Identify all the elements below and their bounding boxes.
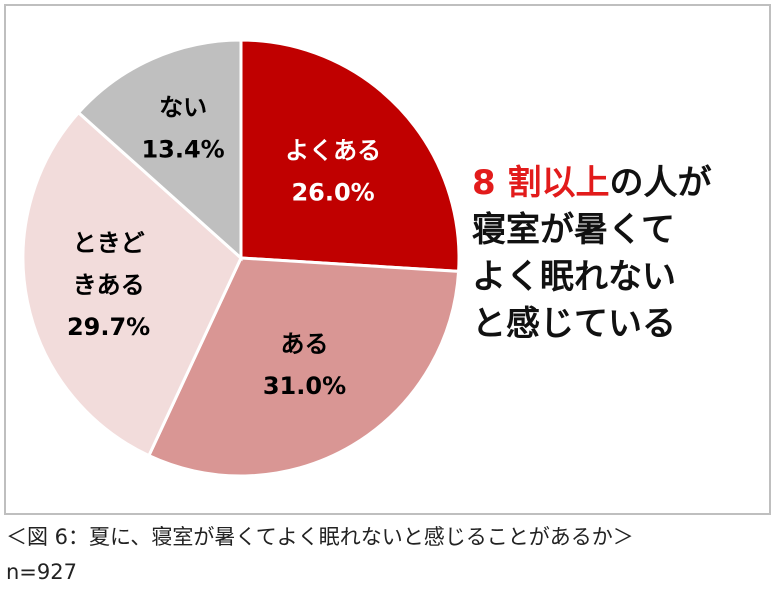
slice-category-label: ある <box>281 330 329 358</box>
pie-slice <box>239 38 461 273</box>
headline-line-1: 8 割以上の人が <box>472 160 772 207</box>
pie-slice <box>146 256 461 478</box>
slice-value-label: 26.0% <box>291 178 374 206</box>
figure-caption: ＜図 6：夏に、寝室が暑くてよく眠れないと感じることがあるか＞ <box>6 525 634 549</box>
pie-slice <box>21 110 243 458</box>
slice-value-label: 13.4% <box>141 136 224 164</box>
headline-line-1-rest: の人が <box>609 163 712 203</box>
slice-value-label: 31.0% <box>263 372 346 400</box>
headline: 8 割以上の人が 寝室が暑くて よく眠れない と感じている <box>472 160 772 348</box>
slice-category-label: ときど <box>73 229 145 257</box>
slice-category-label: ない <box>159 94 207 122</box>
slice-value-label: 29.7% <box>67 313 150 341</box>
headline-line-3: よく眠れない <box>472 257 676 297</box>
slice-category-label: きある <box>73 271 145 299</box>
headline-accent: 8 割以上 <box>472 163 610 203</box>
slice-category-label: よくある <box>285 136 381 164</box>
pie-slice <box>76 38 243 262</box>
headline-line-2: 寝室が暑くて <box>472 210 675 250</box>
headline-line-4: と感じている <box>472 304 676 344</box>
sample-size: n=927 <box>6 560 77 584</box>
